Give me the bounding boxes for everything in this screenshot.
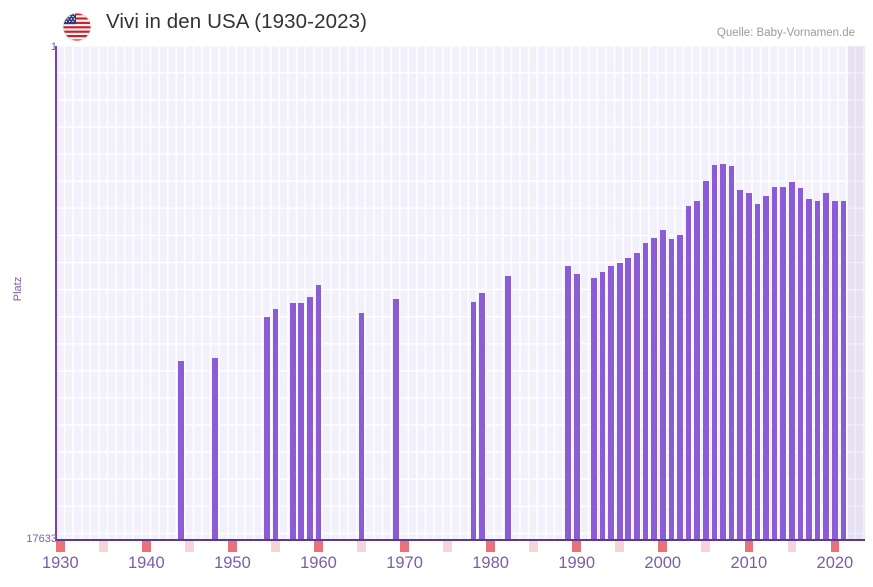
y-axis-tick-top: 1	[50, 41, 57, 53]
chart-bars	[56, 46, 865, 540]
bar-2007	[720, 164, 726, 540]
y-axis-tick-bottom: 17633	[26, 533, 57, 545]
bar-2001	[668, 239, 675, 540]
bar-1993	[599, 272, 606, 540]
x-axis-label-1930: 1930	[41, 554, 79, 572]
x-tick-2010	[744, 541, 754, 552]
x-axis-label-1970: 1970	[386, 554, 423, 572]
y-axis-title: Platz	[12, 276, 24, 302]
bar-1992	[591, 277, 597, 540]
x-tick-1970	[400, 541, 409, 552]
x-tick-1990	[572, 541, 581, 552]
x-tick-1945	[185, 541, 194, 552]
bar-2013	[771, 186, 778, 540]
x-axis-label-1990: 1990	[558, 554, 596, 572]
x-tick-1950	[228, 541, 237, 552]
bar-2012	[763, 196, 769, 540]
us-flag-icon	[62, 12, 92, 42]
x-axis-label-1950: 1950	[214, 554, 251, 572]
x-tick-2015	[787, 541, 797, 552]
bar-2000	[659, 229, 666, 540]
bar-1959	[307, 296, 313, 540]
x-tick-2020	[830, 541, 840, 552]
bar-2008	[728, 166, 735, 540]
y-axis-line	[55, 46, 57, 540]
x-tick-1975	[443, 541, 452, 552]
bar-2016	[797, 188, 804, 540]
bar-1990	[573, 274, 580, 540]
bar-1960	[315, 284, 322, 540]
bar-1982	[504, 275, 511, 540]
bar-1957	[289, 302, 296, 540]
bar-1969	[393, 298, 399, 540]
x-axis-label-2020: 2020	[816, 554, 854, 572]
bar-2009	[737, 189, 744, 540]
x-axis-ticks	[56, 541, 865, 553]
bar-1948	[212, 358, 219, 540]
bar-1958	[298, 302, 305, 540]
bar-1995	[616, 262, 623, 540]
bar-2005	[702, 181, 709, 540]
x-tick-1930	[56, 541, 65, 552]
bar-1996	[625, 257, 632, 540]
bar-2020	[832, 201, 838, 540]
x-axis-labels: 1930 1940 1950 1960 1970 1980 1990 2000 2010 2020	[0, 554, 873, 582]
bar-2011	[754, 204, 761, 540]
x-tick-2005	[701, 541, 711, 552]
bar-1994	[608, 266, 614, 540]
bar-1998	[642, 242, 649, 540]
x-tick-1995	[615, 541, 624, 552]
bar-2019	[823, 193, 830, 540]
x-tick-1955	[271, 541, 280, 552]
x-axis-line	[55, 539, 865, 541]
bar-2014	[780, 186, 787, 540]
bar-1944	[177, 360, 184, 540]
x-tick-2000	[658, 541, 668, 552]
bar-1997	[634, 252, 640, 540]
page-title: Vivi in den USA (1930-2023)	[106, 10, 368, 33]
bar-2006	[711, 164, 718, 540]
bar-1989	[565, 265, 571, 540]
x-axis-label-1980: 1980	[472, 554, 509, 572]
x-axis-label-1940: 1940	[128, 554, 165, 572]
bar-2010	[745, 192, 752, 540]
bar-1965	[358, 312, 365, 540]
bar-2021	[840, 200, 847, 540]
chart-plot-area	[56, 46, 865, 540]
x-axis-label-2010: 2010	[730, 554, 768, 572]
x-tick-1965	[357, 541, 366, 552]
bar-2002	[677, 235, 683, 540]
x-tick-1985	[529, 541, 538, 552]
bar-1999	[651, 237, 657, 540]
x-tick-1960	[314, 541, 323, 552]
chart-header: Vivi in den USA (1930-2023) Quelle: Baby…	[0, 0, 873, 44]
bar-2017	[806, 199, 812, 540]
x-tick-1935	[99, 541, 108, 552]
bar-1955	[272, 309, 279, 540]
bar-2015	[789, 181, 795, 540]
bar-2004	[694, 201, 700, 540]
bar-2003	[685, 206, 692, 540]
source-attribution: Quelle: Baby-Vornamen.de	[716, 27, 855, 39]
bar-1978	[470, 302, 477, 540]
bar-1979	[479, 292, 485, 540]
x-axis-label-2000: 2000	[644, 554, 682, 572]
bar-1954	[264, 316, 270, 540]
x-axis-label-1960: 1960	[300, 554, 337, 572]
x-tick-1980	[486, 541, 495, 552]
x-tick-1940	[142, 541, 151, 552]
bar-2018	[814, 200, 821, 540]
